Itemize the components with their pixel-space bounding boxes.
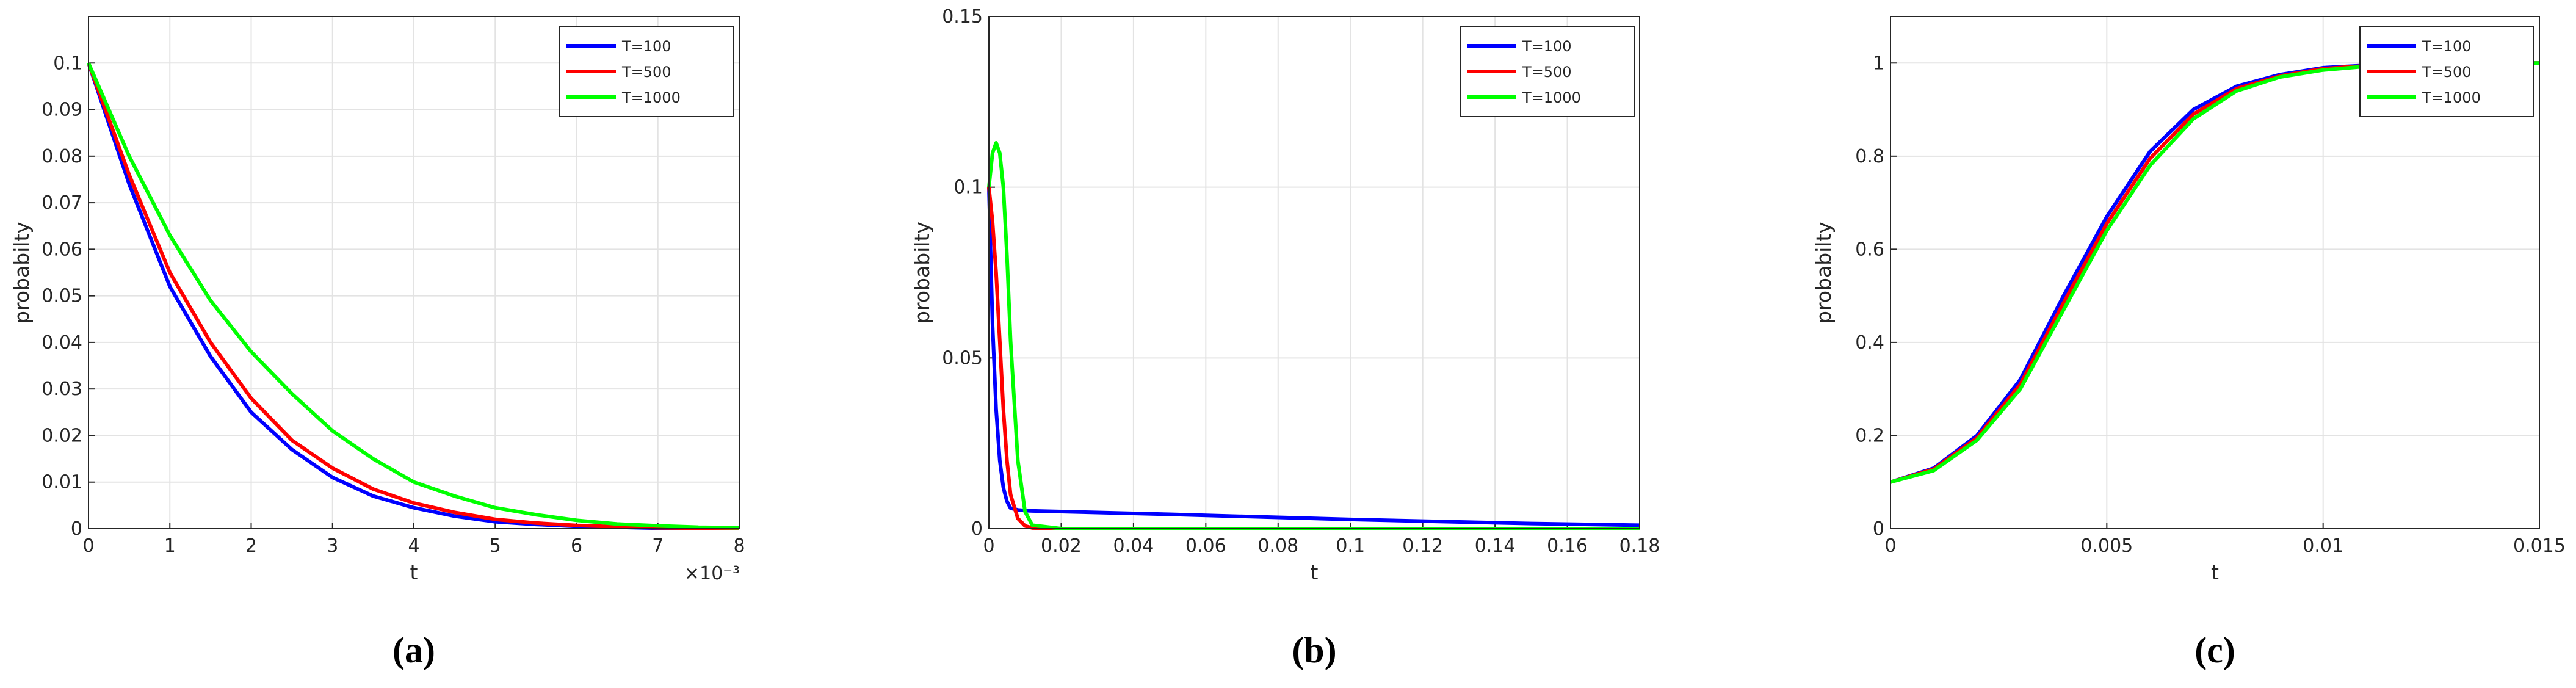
legend-label: T=1000 <box>2422 89 2481 106</box>
legend-label: T=1000 <box>1522 89 1581 106</box>
x-tick-label: 6 <box>571 535 582 557</box>
y-tick-label: 0 <box>1873 518 1884 540</box>
y-tick-label: 0.06 <box>42 239 82 260</box>
y-tick-label: 0 <box>971 518 983 540</box>
y-tick-label: 0.05 <box>942 347 983 369</box>
x-tick-label: 2 <box>245 535 257 557</box>
legend-label: T=100 <box>1522 38 1572 55</box>
legend-label: T=100 <box>621 38 671 55</box>
axes-box <box>88 16 740 529</box>
x-tick-label: 8 <box>733 535 745 557</box>
caption: (b) <box>1292 630 1336 670</box>
x-tick-label: 1 <box>164 535 176 557</box>
legend-label: T=500 <box>1522 63 1572 81</box>
y-tick-label: 0.2 <box>1855 425 1884 446</box>
x-tick-label: 0.14 <box>1475 535 1516 557</box>
x-tick-label: 0 <box>82 535 94 557</box>
y-tick-label: 0.07 <box>42 192 82 214</box>
y-tick-label: 0.15 <box>942 6 983 27</box>
x-exponent: ×10⁻³ <box>684 563 740 584</box>
y-axis-label: probabilty <box>10 222 34 324</box>
y-tick-label: 0.09 <box>42 100 82 121</box>
y-axis-label: probabilty <box>1812 222 1836 324</box>
axes-box <box>988 16 1640 529</box>
caption: (c) <box>2194 630 2235 670</box>
x-tick-label: 7 <box>652 535 664 557</box>
y-tick-label: 0.8 <box>1855 146 1884 167</box>
legend-label: T=500 <box>621 63 671 81</box>
y-tick-label: 0.04 <box>42 332 82 353</box>
y-axis-label: probabilty <box>910 222 934 324</box>
x-tick-label: 0.1 <box>1336 535 1365 557</box>
y-tick-label: 0.4 <box>1855 332 1884 353</box>
x-tick-label: 0.02 <box>1041 535 1082 557</box>
legend-label: T=500 <box>2422 63 2472 81</box>
x-tick-label: 0 <box>983 535 994 557</box>
x-tick-label: 0.16 <box>1547 535 1588 557</box>
x-tick-label: 0.015 <box>2513 535 2566 557</box>
x-tick-label: 0.08 <box>1257 535 1298 557</box>
x-tick-label: 0 <box>1884 535 1896 557</box>
x-axis-label: t <box>410 560 418 584</box>
x-axis-label: t <box>1311 560 1319 584</box>
y-tick-label: 0.08 <box>42 146 82 167</box>
y-tick-label: 0.6 <box>1855 239 1884 260</box>
y-tick-label: 1 <box>1873 53 1884 74</box>
series-line <box>87 62 740 530</box>
series-line <box>987 187 1640 527</box>
y-tick-label: 0.02 <box>42 425 82 446</box>
x-tick-label: 0.12 <box>1402 535 1443 557</box>
x-tick-label: 0.06 <box>1185 535 1226 557</box>
x-tick-label: 3 <box>327 535 338 557</box>
y-tick-label: 0 <box>71 518 82 540</box>
caption: (a) <box>393 630 435 670</box>
axes-box <box>1890 16 2540 529</box>
x-axis-label: t <box>2211 560 2219 584</box>
x-tick-label: 0.01 <box>2303 535 2343 557</box>
y-tick-label: 0.1 <box>53 53 82 74</box>
x-tick-label: 5 <box>490 535 501 557</box>
series-line <box>87 62 740 530</box>
y-tick-label: 0.05 <box>42 286 82 307</box>
x-tick-label: 0.005 <box>2080 535 2133 557</box>
x-tick-label: 0.04 <box>1113 535 1154 557</box>
y-tick-label: 0.1 <box>953 177 983 198</box>
x-tick-label: 4 <box>408 535 419 557</box>
legend-label: T=1000 <box>621 89 681 106</box>
legend-label: T=100 <box>2422 38 2472 55</box>
y-tick-label: 0.03 <box>42 378 82 400</box>
x-tick-label: 0.18 <box>1619 535 1660 557</box>
y-tick-label: 0.01 <box>42 472 82 493</box>
